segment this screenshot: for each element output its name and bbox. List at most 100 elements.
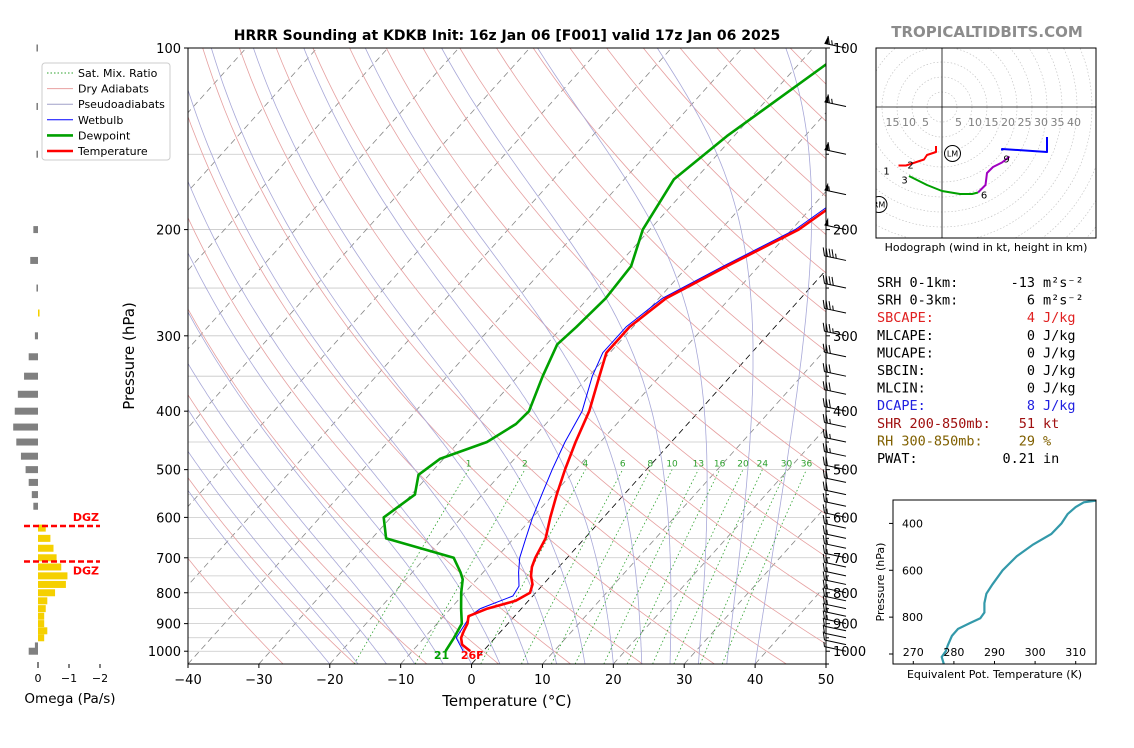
omega-bar xyxy=(28,478,38,486)
theta-y-tick-label: 600 xyxy=(902,564,923,577)
barb-full xyxy=(828,344,831,354)
isotherm-line xyxy=(471,269,826,664)
stat-label: PWAT: xyxy=(877,451,918,467)
pseudoadiabat-line xyxy=(188,251,472,664)
dry-adiabat-line xyxy=(188,394,428,664)
stat-unit: in xyxy=(1043,451,1059,467)
mixing-ratio-label: 30 xyxy=(781,460,793,470)
x-tick-label: 20 xyxy=(605,673,622,688)
profile-temperature xyxy=(459,208,826,653)
pseudoadiabat-line xyxy=(364,48,643,664)
dry-adiabat-line xyxy=(496,48,826,392)
wind-barb xyxy=(822,381,847,395)
barb-half xyxy=(826,529,828,535)
barb-flag xyxy=(824,217,829,226)
stat-value: 0.21 xyxy=(1002,451,1035,467)
omega-x-axis-label: Omega (Pa/s) xyxy=(24,691,115,707)
x-tick-label: 30 xyxy=(676,673,693,688)
pseudoadiabat-line xyxy=(537,48,708,664)
dry-adiabat-line xyxy=(606,48,826,274)
omega-bar xyxy=(38,605,46,613)
pseudoadiabat-line xyxy=(441,48,672,664)
wind-barb xyxy=(822,571,847,585)
mixing-ratio-label: 36 xyxy=(801,460,813,470)
wind-barb xyxy=(822,428,847,443)
y-tick-label: 600 xyxy=(156,511,181,526)
legend-label: Temperature xyxy=(77,145,148,158)
dry-adiabat-line xyxy=(459,48,826,432)
mixing-ratio-label: 16 xyxy=(714,460,726,470)
stat-value: 0 xyxy=(1027,328,1035,344)
x-tick-label: 0 xyxy=(467,673,475,688)
stat-unit: J/kg xyxy=(1043,310,1076,326)
omega-bar xyxy=(24,372,38,380)
barb-half xyxy=(826,607,828,613)
barb-full xyxy=(828,248,831,258)
barb-staff xyxy=(824,603,847,610)
wind-barb xyxy=(822,587,847,602)
barb-half xyxy=(826,599,828,605)
barb-half xyxy=(829,418,831,424)
theta-plot-area xyxy=(940,500,1096,664)
wind-barb xyxy=(822,481,847,496)
barb-full xyxy=(822,247,825,256)
omega-bar xyxy=(38,544,54,552)
barb-staff xyxy=(824,389,847,395)
hodo-trace xyxy=(898,146,937,167)
wind-barb xyxy=(822,247,847,261)
barb-half xyxy=(826,539,828,545)
stat-unit: J/kg xyxy=(1043,345,1076,361)
barb-full xyxy=(822,617,825,627)
barb-staff xyxy=(824,579,847,585)
barb-full xyxy=(822,595,825,605)
profile-dewpoint xyxy=(382,62,826,652)
omega-bar xyxy=(30,256,38,264)
barb-full xyxy=(825,469,828,479)
barb-half xyxy=(826,584,828,589)
y-axis-label: Pressure (hPa) xyxy=(120,302,138,410)
barb-staff xyxy=(824,639,847,646)
barb-staff xyxy=(824,501,847,507)
barb-half xyxy=(826,558,828,564)
barb-staff xyxy=(824,406,847,412)
barb-half xyxy=(826,508,828,514)
stat-value: 51 xyxy=(1019,416,1035,432)
barb-half xyxy=(826,549,828,554)
omega-bar xyxy=(38,309,40,317)
theta-e-panel: 270 280 290 300 310 400 600 800 Equivalent Pot. … xyxy=(874,499,1097,681)
barb-full xyxy=(822,624,825,634)
omega-bar xyxy=(34,642,38,650)
barb-staff xyxy=(824,451,847,457)
mixing-ratio-line xyxy=(574,469,673,664)
barb-full xyxy=(822,299,825,309)
dgz-bottom-label: DGZ xyxy=(73,564,99,577)
isotherm-line xyxy=(188,48,672,586)
legend-label: Pseudoadiabats xyxy=(78,98,165,111)
omega-bar xyxy=(34,332,38,340)
x-tick-label: −20 xyxy=(316,673,343,688)
mixing-ratio-line xyxy=(414,469,526,664)
storm-motion-label: RM xyxy=(873,201,886,210)
wind-barb xyxy=(822,456,847,471)
barb-staff xyxy=(824,189,847,196)
pseudoadiabat-line xyxy=(210,48,557,664)
barb-half xyxy=(826,567,828,572)
barb-full xyxy=(822,544,825,554)
hodo-ring-label: 25 xyxy=(1018,116,1032,129)
barb-half xyxy=(832,305,834,311)
barb-full xyxy=(825,275,828,285)
stat-label: SRH 0-3km: xyxy=(877,293,958,309)
barb-staff xyxy=(824,611,847,617)
omega-bar xyxy=(28,647,38,655)
omega-bar xyxy=(38,597,48,605)
barb-staff xyxy=(824,307,847,314)
y-tick-label-right: 100 xyxy=(833,42,858,57)
y-tick-label: 900 xyxy=(156,618,181,633)
barb-staff xyxy=(824,533,847,539)
omega-bar xyxy=(31,491,38,499)
barb-full xyxy=(822,525,825,534)
hodo-height-label: 9 xyxy=(1003,155,1009,166)
omega-bar xyxy=(17,390,38,398)
skewt-plot-area: 1 2 4 6 8 10 13 16 20 24 30 36 xyxy=(188,48,826,664)
wind-barb xyxy=(822,443,847,457)
